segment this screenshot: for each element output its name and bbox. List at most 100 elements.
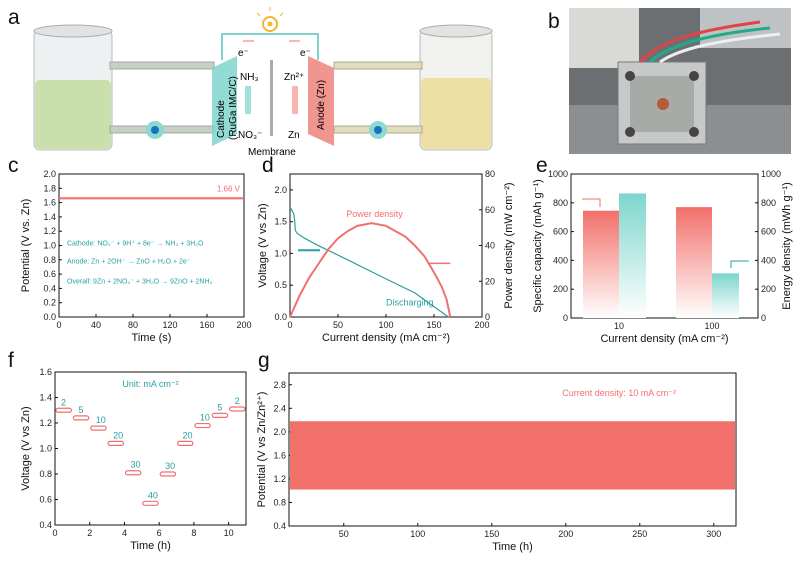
plot-frame (570, 173, 759, 319)
x-tick-label: 300 (706, 529, 721, 539)
current-density-annotation: Current density: 10 mA cm⁻² (562, 388, 676, 398)
x-tick-label: 6 (157, 528, 162, 538)
plot-frame (54, 371, 247, 526)
y2-tick-label: 800 (761, 198, 776, 208)
step-segment (142, 500, 159, 506)
y2-tick-label: 80 (485, 169, 495, 179)
step-current-label: 5 (78, 405, 83, 415)
x-tick-label: 50 (333, 320, 343, 330)
electron-label-right: e⁻ (300, 48, 311, 59)
step-current-label: 2 (61, 397, 66, 407)
y-tick-label: 0.2 (43, 298, 56, 308)
y-tick-label: 0.8 (43, 255, 56, 265)
step-segment (72, 415, 90, 421)
step-segment (176, 440, 194, 446)
y-tick-label: 1.0 (39, 444, 52, 454)
y-tick-label: 600 (553, 227, 568, 237)
x-axis-label: Time (h) (130, 540, 171, 552)
y-tick-label: 0.4 (273, 521, 286, 531)
y-tick-label: 1.2 (43, 226, 56, 236)
electron-label-left: e⁻ (238, 48, 249, 59)
cycling-voltage-band (290, 421, 735, 490)
x-axis-label: Time (h) (492, 541, 533, 553)
chart-f: 0 2 4 6 8 10 0.4 0.6 0.8 1.0 1.2 1.4 1.6 Time (h) Volt… (20, 367, 247, 552)
y-tick-label: 0.6 (39, 495, 52, 505)
cathode-material-label: (RuGa IMC/C) (228, 76, 239, 140)
panel-label-d: d (262, 154, 274, 177)
panel-label-f: f (8, 349, 14, 372)
x-tick-label: 150 (484, 529, 499, 539)
step-segment (55, 407, 72, 413)
x-tick-label: 200 (236, 320, 251, 330)
x-axis-label: Current density (mA cm⁻²) (322, 332, 450, 344)
right-tank (419, 24, 493, 151)
panel-label-b: b (548, 10, 560, 33)
x-tick-label: 200 (474, 320, 489, 330)
y2-tick-label: 600 (761, 227, 776, 237)
y-tick-label: 2.8 (273, 380, 286, 390)
panel-label-g: g (258, 349, 270, 372)
step-segment (107, 440, 125, 446)
x-tick-label: 100 (378, 320, 393, 330)
x-tick-label: 100 (410, 529, 425, 539)
y-tick-label: 200 (553, 284, 568, 294)
y-tick-label: 0.8 (39, 469, 52, 479)
x-tick-label: 100 (704, 321, 719, 331)
y-tick-label: 1.4 (39, 393, 52, 403)
discharging-label: Discharging (386, 298, 434, 308)
y-tick-label: 1.6 (43, 198, 56, 208)
y-tick-label: 2.0 (273, 427, 286, 437)
cathode-electrode (212, 56, 237, 146)
y2-tick-label: 60 (485, 205, 495, 215)
anode-label: Anode (Zn) (316, 80, 327, 130)
bar-energy-10 (619, 193, 646, 318)
step-current-label: 10 (200, 413, 210, 423)
chart-g: 50 100 150 200 250 300 0.4 0.8 1.2 1.6 2.0 2.4 2.8 Ti… (256, 372, 737, 553)
power-density-curve (289, 222, 452, 318)
step-current-label: 5 (217, 402, 222, 412)
panel-label-c: c (8, 154, 19, 177)
y-tick-label: 1.0 (274, 248, 287, 258)
y-axis-label: Specific capacity (mAh g⁻¹) (532, 179, 544, 313)
reaction-cathode: Cathode: NO₃⁻ + 9H⁺ + 8e⁻ → NH₃ + 3H₂O (67, 241, 204, 248)
step-current-label: 30 (130, 460, 140, 470)
y-tick-label: 1.2 (273, 474, 286, 484)
x-tick-label: 0 (56, 320, 61, 330)
x-tick-label: 40 (91, 320, 101, 330)
up-arrow-icon (292, 86, 298, 114)
left-axis-arrow (582, 198, 601, 207)
y-tick-label: 0.0 (274, 312, 287, 322)
y2-axis-label: Energy density (mWh g⁻¹) (781, 182, 793, 309)
bar-energy-100 (712, 273, 739, 318)
y2-tick-label: 1000 (761, 169, 781, 179)
plot-frame (288, 372, 737, 527)
chart-e: 0 200 400 600 800 1000 0 200 400 600 800 1000 Curren… (532, 169, 793, 345)
y-tick-label: 0 (563, 313, 568, 323)
y-tick-label: 1000 (548, 169, 568, 179)
y2-tick-label: 400 (761, 255, 776, 265)
y2-tick-label: 20 (485, 276, 495, 286)
panel-label-a: a (8, 6, 20, 29)
y2-tick-label: 0 (485, 312, 490, 322)
unit-note: Unit: mA cm⁻² (122, 379, 178, 389)
no3-label: NO₃⁻ (238, 130, 262, 141)
step-segment (159, 471, 177, 477)
step-segment (229, 406, 246, 412)
step-current-label: 40 (148, 490, 158, 500)
membrane-label: Membrane (248, 147, 296, 158)
step-current-label: 20 (183, 430, 193, 440)
left-tank (33, 24, 113, 151)
external-circuit-wire (221, 33, 319, 60)
charts: 0 40 80 120 160 2000.00.20.40.60.81.01.21.41.… (20, 169, 793, 553)
step-current-label: 20 (113, 430, 123, 440)
power-density-label: Power density (346, 209, 403, 219)
y-tick-label: 0.4 (39, 520, 52, 530)
right-axis-arrow (730, 260, 749, 268)
chart-d: 0 50 100 150 200 0.0 0.5 1.0 1.5 2.0 0 20 40 60 80 Curr… (257, 169, 515, 344)
x-tick-label: 4 (122, 528, 127, 538)
x-tick-label: 10 (614, 321, 624, 331)
x-tick-label: 80 (128, 320, 138, 330)
x-tick-label: 50 (339, 529, 349, 539)
y-tick-label: 1.6 (273, 450, 286, 460)
